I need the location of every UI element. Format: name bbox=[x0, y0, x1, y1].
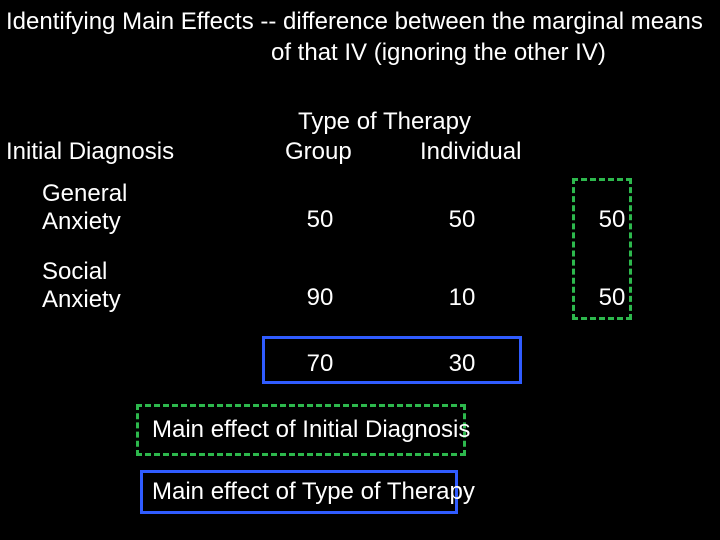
slide-title: Identifying Main Effects -- difference b… bbox=[6, 6, 714, 68]
col-header-individual: Individual bbox=[420, 138, 521, 166]
legend-initial-diagnosis: Main effect of Initial Diagnosis bbox=[152, 416, 470, 444]
row1-label-l2: Anxiety bbox=[42, 208, 121, 235]
cell-r2c2: 10 bbox=[432, 284, 492, 312]
row-header-main: Initial Diagnosis bbox=[6, 138, 174, 166]
cell-r2c1: 90 bbox=[290, 284, 350, 312]
legend-type-therapy: Main effect of Type of Therapy bbox=[152, 478, 475, 506]
cell-r1c1: 50 bbox=[290, 206, 350, 234]
row-label-social-anxiety: Social Anxiety bbox=[42, 258, 121, 313]
highlight-col-marginals bbox=[262, 336, 522, 384]
row1-label-l1: General bbox=[42, 180, 127, 207]
highlight-row-marginals bbox=[572, 178, 632, 320]
cell-r1c2: 50 bbox=[432, 206, 492, 234]
title-line-2: of that IV (ignoring the other IV) bbox=[6, 37, 714, 68]
col-header-group: Group bbox=[285, 138, 352, 166]
row2-label-l2: Anxiety bbox=[42, 286, 121, 313]
row2-label-l1: Social bbox=[42, 258, 107, 285]
col-header-top: Type of Therapy bbox=[298, 108, 471, 136]
title-line-1: Identifying Main Effects -- difference b… bbox=[6, 6, 714, 37]
row-label-general-anxiety: General Anxiety bbox=[42, 180, 127, 235]
